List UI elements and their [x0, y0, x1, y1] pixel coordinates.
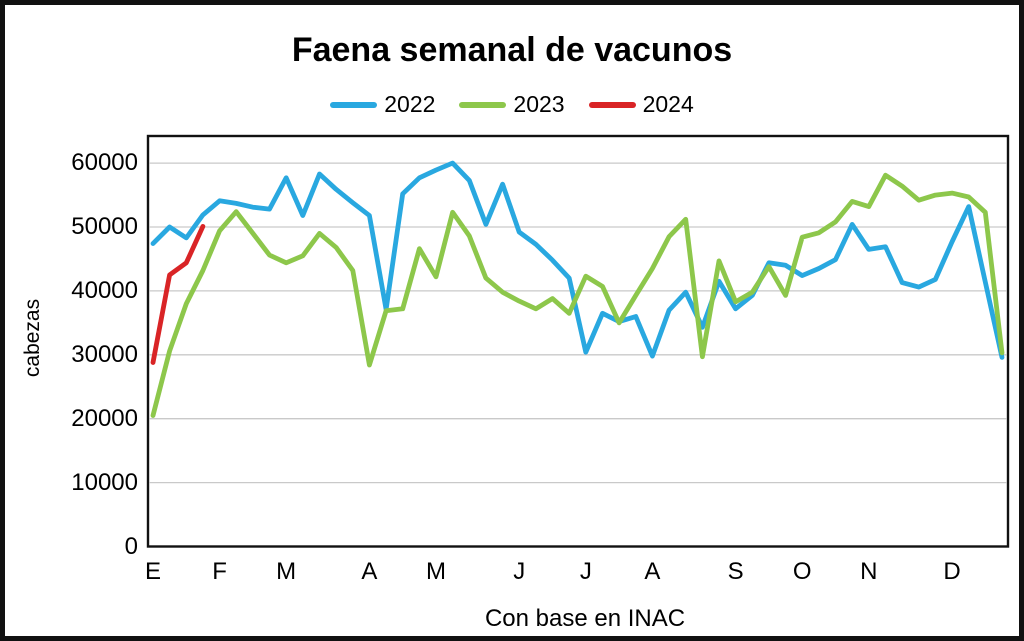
legend-item-2023: 2023 [459, 91, 565, 118]
x-tick-label: A [644, 558, 661, 585]
x-tick-label: J [513, 558, 526, 585]
x-tick-label: E [144, 558, 161, 585]
y-tick-label: 40000 [71, 276, 138, 304]
legend-swatch-2023 [459, 101, 507, 108]
y-tick-label: 20000 [71, 404, 138, 432]
y-tick-label: 30000 [71, 340, 138, 368]
x-tick-label: A [361, 558, 378, 585]
legend-label-2023: 2023 [513, 91, 565, 117]
x-tick-label: J [579, 558, 592, 585]
y-tick-label: 10000 [71, 468, 138, 496]
x-tick-label: O [792, 558, 812, 585]
x-tick-label: N [860, 558, 878, 585]
series-line-2023 [150, 172, 1005, 418]
x-tick-label: D [943, 558, 961, 585]
x-tick-label: M [425, 558, 446, 585]
x-tick-label: S [727, 558, 744, 585]
x-tick-label: F [212, 558, 227, 585]
legend-swatch-2022 [330, 101, 378, 108]
y-tick-label: 60000 [71, 149, 138, 177]
source-note: Con base en INAC [484, 605, 686, 632]
chart-title: Faena semanal de vacunos [291, 31, 733, 69]
y-tick-label: 50000 [71, 213, 138, 240]
legend-item-2022: 2022 [330, 91, 435, 118]
y-tick-label: 0 [124, 532, 138, 560]
legend-item-2024: 2024 [588, 91, 694, 118]
plot-area [5, 5, 1019, 636]
series-line-2024 [150, 223, 206, 365]
x-tick-label: M [276, 558, 297, 585]
series-line-2022 [150, 160, 1005, 360]
legend-swatch-2024 [588, 101, 636, 108]
legend-label-2024: 2024 [642, 91, 694, 117]
legend: 2022 2023 2024 [5, 91, 1019, 118]
legend-label-2022: 2022 [384, 91, 436, 117]
